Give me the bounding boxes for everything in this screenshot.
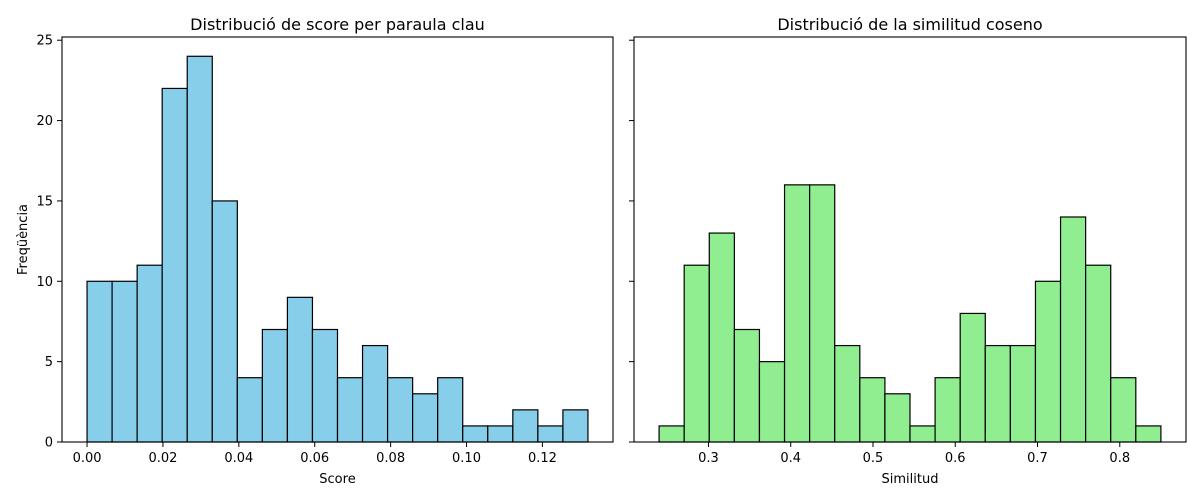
score-bar [512,409,539,443]
score-bar [261,328,289,443]
similarity-histogram-panel: 0.3 0.4 0.5 0.6 0.7 0.8 Distribució de la simi… [629,15,1187,487]
score-bar [86,280,113,443]
score-histogram-panel: 0.00 0.02 0.04 0.06 0.08 0.10 0.12 0 5 10 15 20 25 Di… [16,15,614,487]
score-x-axis-label: Score [319,472,355,487]
similarity-axes-frame [633,36,1187,443]
score-bar [111,280,138,443]
similarity-bar [834,344,861,443]
similarity-x-tick-label: 0.8 [1109,451,1130,466]
similarity-bar [1059,216,1087,443]
score-bar [186,55,213,443]
score-bar [386,377,414,443]
score-bar [211,200,238,443]
score-bar [562,409,589,443]
score-bar [487,425,514,443]
score-bar [361,344,389,443]
score-x-tick-label: 0.10 [452,451,481,466]
score-x-tick-label: 0.04 [224,451,253,466]
similarity-x-tick-label: 0.5 [863,451,884,466]
score-y-tick-label: 20 [36,114,53,129]
similarity-bar [1135,425,1162,443]
similarity-bar [1085,264,1112,443]
similarity-bar [683,264,710,443]
score-x-tick-label: 0.12 [528,451,557,466]
similarity-bar [884,393,911,443]
score-y-tick-label: 15 [36,194,53,209]
similarity-bar [708,232,735,443]
similarity-bar [733,328,761,443]
score-bar [161,87,188,443]
score-y-tick-label: 10 [36,275,53,290]
similarity-bar [1034,280,1062,443]
similarity-bar [934,377,961,443]
similarity-bar [1110,377,1137,443]
score-bar [286,296,314,443]
similarity-bar [758,361,786,443]
score-bar [236,377,263,443]
score-y-axis-label: Freqüència [16,204,31,275]
similarity-bar [809,184,836,443]
similarity-bar [959,312,986,443]
similarity-x-tick-label: 0.3 [698,451,719,466]
score-bar [311,328,339,443]
score-y-tick-label: 5 [45,355,53,370]
similarity-chart-title: Distribució de la similitud coseno [777,15,1042,34]
similarity-bar [1009,344,1037,443]
score-chart-title: Distribució de score per paraula clau [190,15,485,34]
score-x-tick-label: 0.00 [73,451,102,466]
similarity-bar [859,377,886,443]
score-x-tick-label: 0.02 [148,451,177,466]
similarity-x-tick-label: 0.7 [1027,451,1048,466]
score-axes-frame [61,36,614,443]
similarity-x-tick-label: 0.6 [945,451,966,466]
score-x-tick-label: 0.08 [376,451,405,466]
similarity-x-axis-label: Similitud [882,472,939,487]
score-bar [462,425,489,443]
score-bar [537,425,564,443]
similarity-bar [658,425,685,443]
score-bar [412,393,439,443]
similarity-x-tick-label: 0.4 [780,451,801,466]
similarity-bar [909,425,936,443]
score-bar [437,377,464,443]
score-y-tick-label: 25 [36,34,53,49]
score-bar [136,264,163,443]
score-x-tick-label: 0.06 [300,451,329,466]
similarity-bar [783,184,811,443]
score-y-tick-label: 0 [45,436,53,451]
score-bar [336,377,364,443]
similarity-bar [984,344,1011,443]
